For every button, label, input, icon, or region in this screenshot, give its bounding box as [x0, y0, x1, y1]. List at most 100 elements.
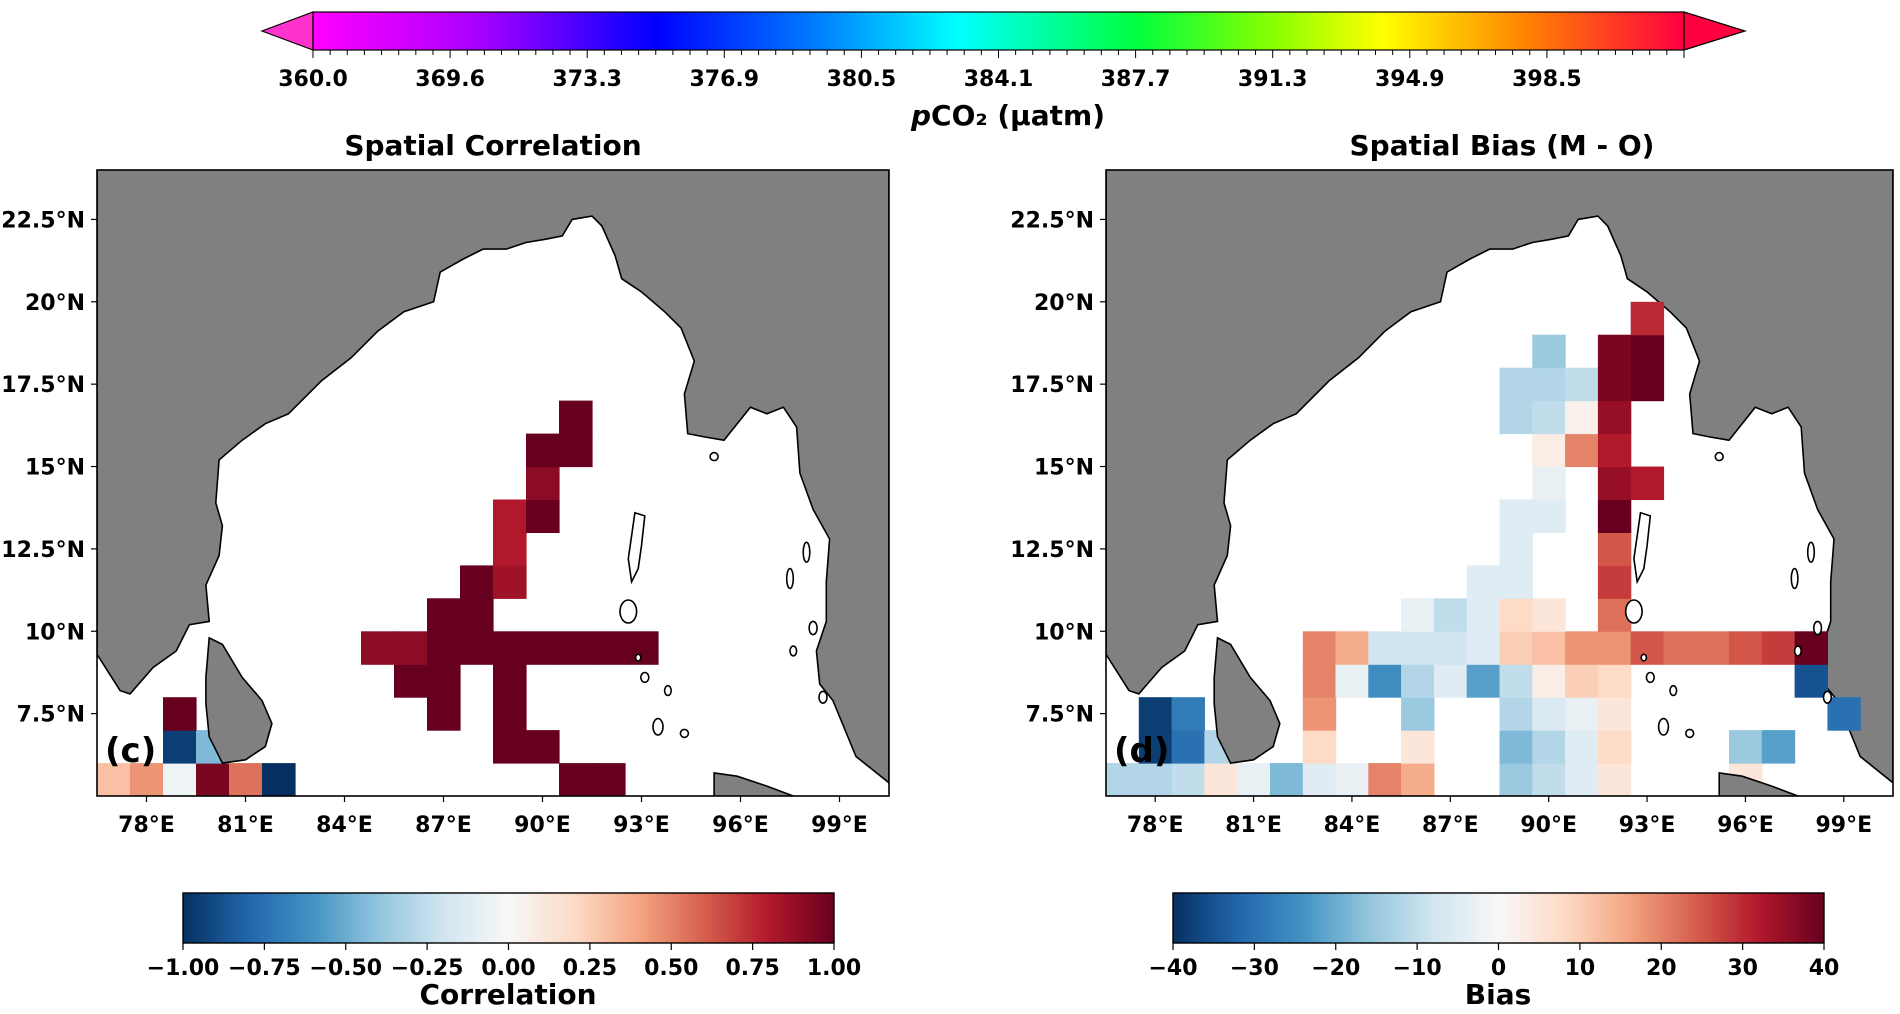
grid-cell: [1597, 367, 1632, 402]
pco2-colorbar-under-arrow: [260, 11, 314, 51]
grid-cell: [1532, 400, 1566, 435]
sumatra-landmass: [1718, 771, 1800, 796]
small-island: [808, 620, 818, 636]
small-island: [639, 671, 650, 684]
grid-cell: [559, 763, 593, 796]
grid-cell: [1532, 367, 1566, 402]
lon-tick-label: 93°E: [1619, 813, 1676, 838]
grid-cell: [1696, 631, 1730, 665]
pco2-colorbar-tick-label: 369.6: [415, 67, 485, 92]
lon-tick-label: 90°E: [514, 813, 571, 838]
land-layer: [97, 170, 889, 784]
grid-cell: [1565, 697, 1599, 731]
grid-cell: [1106, 763, 1140, 796]
pco2-colorbar-tick-label: 391.3: [1238, 67, 1308, 92]
pco2-colorbar-label: pCO₂ (µatm): [910, 99, 1105, 132]
pco2-colorbar-over-arrow: [1683, 11, 1748, 51]
grid-cell: [1597, 334, 1632, 369]
grid-cell: [1597, 466, 1632, 500]
grid-cell: [1597, 565, 1632, 599]
small-island: [663, 684, 673, 697]
grid-cell: [1630, 301, 1665, 336]
pco2-colorbar-tick-label: 384.1: [964, 67, 1034, 92]
lat-tick-label: 7.5°N: [17, 703, 85, 728]
grid-cell: [493, 730, 527, 764]
map-frame: [1105, 169, 1894, 797]
grid-cell: [1499, 367, 1533, 402]
map-frame: [96, 169, 890, 797]
colorbar-tick-label: 0.75: [725, 956, 779, 981]
panel-letter: (c): [105, 731, 156, 771]
small-island: [634, 653, 642, 662]
lon-tick-label: 81°E: [217, 813, 274, 838]
grid-cell: [1597, 433, 1632, 468]
small-island: [652, 717, 664, 736]
small-island: [789, 645, 798, 657]
map-axes: [1106, 170, 1893, 796]
grid-cell: [1827, 697, 1861, 731]
grid-cell: [1532, 664, 1566, 698]
small-island: [1793, 645, 1803, 657]
grid-cell: [1302, 730, 1337, 764]
grid-cell: [1433, 664, 1468, 698]
grid-cell: [526, 466, 560, 500]
lon-tick-label: 78°E: [1127, 813, 1184, 838]
grid-cell: [1499, 499, 1533, 533]
small-island: [1822, 690, 1833, 704]
grid-cell: [1499, 598, 1533, 632]
bias-colorbar-label: Bias: [1465, 978, 1532, 1011]
lon-tick-label: 84°E: [1324, 813, 1381, 838]
grid-cell: [427, 697, 461, 731]
grid-cell: [1499, 532, 1533, 566]
grid-cell: [427, 598, 461, 632]
lon-tick-label: 78°E: [118, 813, 175, 838]
correlation-colorbar: [182, 892, 835, 944]
grid-cell: [427, 631, 461, 665]
grid-cell: [1499, 730, 1533, 764]
map-axes: [97, 170, 889, 796]
lat-tick-label: 15°N: [25, 456, 85, 481]
mainland-india-myanmar: [97, 170, 889, 784]
small-island: [1790, 567, 1799, 590]
grid-cell: [1597, 763, 1632, 796]
grid-cell: [1532, 598, 1566, 632]
lat-tick-label: 17.5°N: [1010, 373, 1094, 398]
lat-tick-label: 12.5°N: [1010, 538, 1094, 563]
grid-cell: [130, 763, 164, 796]
grid-cell: [526, 433, 560, 468]
grid-cell: [592, 631, 626, 665]
grid-cell: [625, 631, 659, 665]
grid-cell: [1204, 763, 1238, 796]
grid-cell: [1565, 664, 1599, 698]
grid-cell: [1532, 631, 1566, 665]
grid-cell: [1335, 631, 1369, 665]
lat-tick-label: 10°N: [1034, 620, 1094, 645]
islands: [1213, 451, 1833, 796]
lon-tick-label: 87°E: [1422, 813, 1479, 838]
panel-letter: (d): [1114, 731, 1169, 771]
grid-cell: [526, 499, 560, 533]
grid-cell: [1302, 697, 1337, 731]
grid-cell: [1401, 730, 1435, 764]
panel-title: Spatial Bias (M - O): [1350, 129, 1655, 162]
lat-tick-label: 7.5°N: [1026, 703, 1094, 728]
grid-cell: [1597, 499, 1632, 533]
grid-cell: [97, 763, 131, 796]
colorbar-tick-label: −0.75: [228, 956, 301, 981]
grid-cell: [559, 433, 593, 468]
pco2-colorbar-tick-label: 380.5: [827, 67, 897, 92]
grid-cell: [526, 631, 560, 665]
lat-tick-label: 15°N: [1034, 456, 1094, 481]
grid-cell: [229, 763, 263, 796]
colorbar-tick-label: −30: [1230, 956, 1279, 981]
grid-cell: [1597, 730, 1632, 764]
grid-cell: [1630, 631, 1665, 665]
small-island: [1684, 728, 1695, 739]
grid-cell: [1565, 433, 1599, 468]
lon-tick-label: 87°E: [415, 813, 472, 838]
lon-tick-label: 99°E: [1815, 813, 1872, 838]
islands: [205, 451, 828, 796]
small-island: [1640, 653, 1648, 662]
pco2-colorbar-tick-label: 394.9: [1375, 67, 1445, 92]
